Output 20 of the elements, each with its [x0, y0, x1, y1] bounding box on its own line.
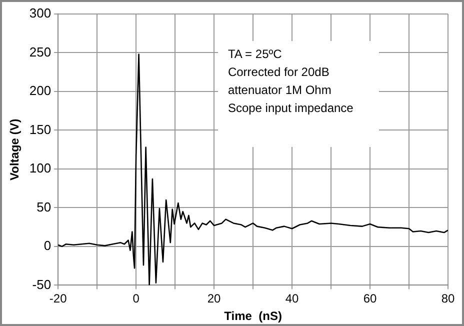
y-tick-label: 100 [29, 160, 52, 176]
x-tick-label: 80 [441, 292, 455, 306]
x-axis-title: Time (nS) [224, 309, 282, 324]
y-tick-label: 300 [29, 6, 52, 21]
y-tick-label: 250 [29, 44, 52, 60]
x-tick-label: 60 [363, 292, 378, 306]
y-tick-label: -50 [32, 276, 52, 292]
annotation: attenuator 1M Ohm [228, 82, 332, 100]
annotation: Corrected for 20dB [228, 64, 330, 82]
annotation: Scope input impedance [228, 100, 354, 118]
y-tick-label: 200 [29, 83, 52, 98]
y-tick-label: 150 [29, 122, 52, 137]
y-tick-label: 50 [36, 199, 52, 214]
y-axis-title: Voltage (V) [8, 118, 22, 180]
x-tick-label: 0 [132, 292, 140, 306]
y-tick-label: 0 [44, 238, 52, 254]
x-tick-label: 40 [285, 292, 300, 306]
x-tick-label: 20 [207, 292, 222, 306]
x-tick-label: -20 [49, 292, 68, 306]
annotation: TA = 25ºC [228, 46, 283, 64]
